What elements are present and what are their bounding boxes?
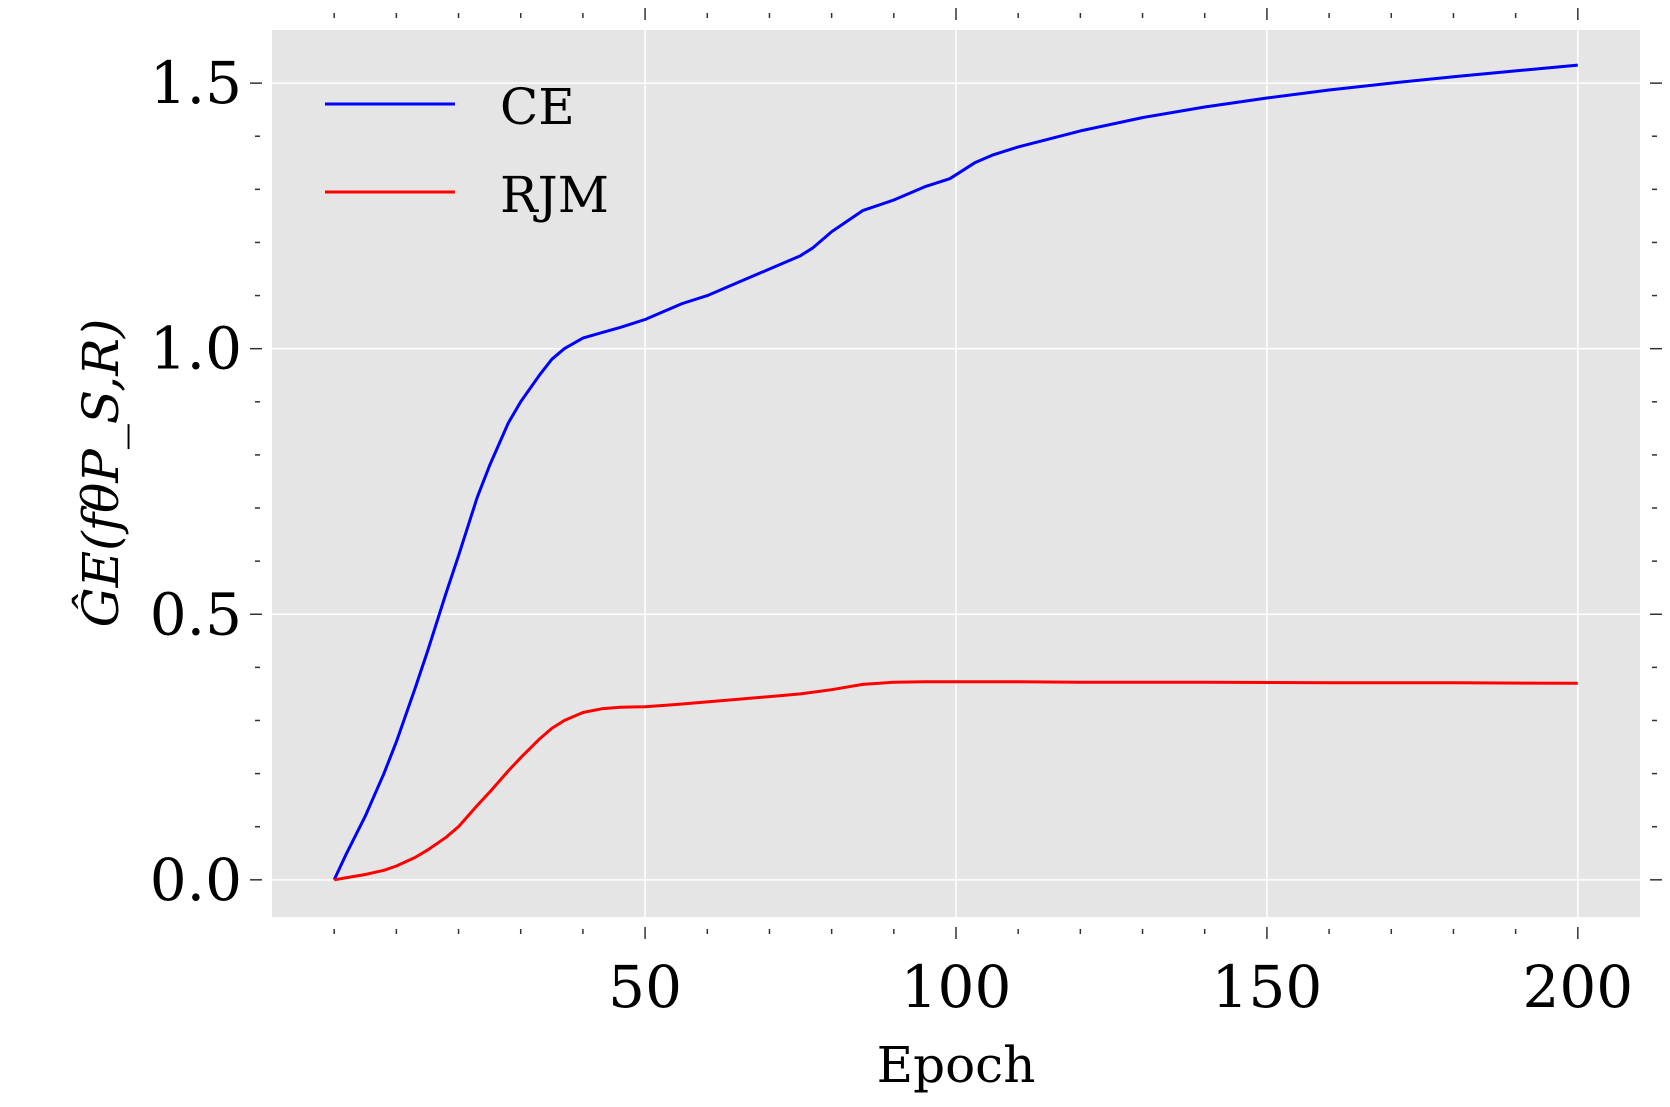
y-tick-label: 1.5 [150, 49, 242, 117]
series-lines [332, 63, 1578, 882]
x-tick-label: 100 [901, 953, 1012, 1021]
y-axis-label: ĜE(fθP_S,R) [71, 319, 130, 628]
axis-ticks [250, 8, 1662, 939]
y-tick-label: 0.5 [150, 580, 242, 648]
series-line-ce [332, 63, 1578, 881]
legend-label-rjm: RJM [500, 166, 609, 224]
legend: CE RJM [325, 78, 609, 224]
y-tick-label: 1.0 [150, 315, 242, 383]
x-axis-label: Epoch [877, 1036, 1036, 1094]
x-tick-label: 50 [608, 953, 682, 1021]
tick-labels: 50 100 150 200 0.0 0.5 1.0 1.5 [150, 49, 1633, 1021]
y-tick-label: 0.0 [150, 846, 242, 914]
x-tick-label: 200 [1522, 953, 1633, 1021]
series-line-rjm [333, 680, 1578, 882]
grid-lines [272, 30, 1640, 917]
x-tick-label: 150 [1212, 953, 1323, 1021]
legend-label-ce: CE [500, 78, 575, 136]
